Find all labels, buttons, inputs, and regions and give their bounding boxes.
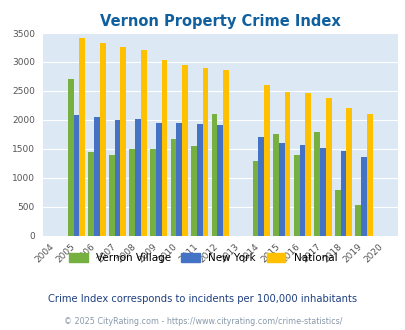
Bar <box>223 70 228 236</box>
Bar <box>181 65 188 236</box>
Bar <box>366 114 372 236</box>
Bar <box>299 146 305 236</box>
Bar <box>360 156 366 236</box>
Bar <box>156 123 161 236</box>
Bar <box>115 120 120 236</box>
Bar <box>135 119 141 236</box>
Bar <box>278 143 284 236</box>
Bar <box>191 146 196 236</box>
Bar <box>273 135 278 236</box>
Bar <box>325 98 331 236</box>
Bar <box>305 93 310 236</box>
Bar <box>120 48 126 236</box>
Title: Vernon Property Crime Index: Vernon Property Crime Index <box>100 14 340 29</box>
Bar <box>88 152 94 236</box>
Bar <box>345 108 351 236</box>
Bar <box>264 85 269 236</box>
Legend: Vernon Village, New York, National: Vernon Village, New York, National <box>64 249 341 267</box>
Bar <box>94 117 100 236</box>
Bar <box>196 124 202 236</box>
Bar <box>100 43 105 236</box>
Bar <box>150 149 156 236</box>
Bar <box>284 91 290 236</box>
Text: Crime Index corresponds to incidents per 100,000 inhabitants: Crime Index corresponds to incidents per… <box>48 294 357 304</box>
Bar <box>313 132 319 236</box>
Bar <box>79 38 85 236</box>
Bar <box>258 137 264 236</box>
Bar <box>129 149 135 236</box>
Text: © 2025 CityRating.com - https://www.cityrating.com/crime-statistics/: © 2025 CityRating.com - https://www.city… <box>64 317 341 326</box>
Bar <box>202 68 208 236</box>
Bar <box>176 123 181 236</box>
Bar <box>211 114 217 236</box>
Bar <box>252 161 258 236</box>
Bar <box>109 155 115 236</box>
Bar <box>293 155 299 236</box>
Bar <box>170 139 176 236</box>
Bar <box>319 148 325 236</box>
Bar <box>354 205 360 236</box>
Bar <box>161 60 167 236</box>
Bar <box>334 189 340 236</box>
Bar <box>68 80 73 236</box>
Bar <box>141 50 146 236</box>
Bar <box>73 115 79 236</box>
Bar <box>217 125 223 236</box>
Bar <box>340 151 345 236</box>
